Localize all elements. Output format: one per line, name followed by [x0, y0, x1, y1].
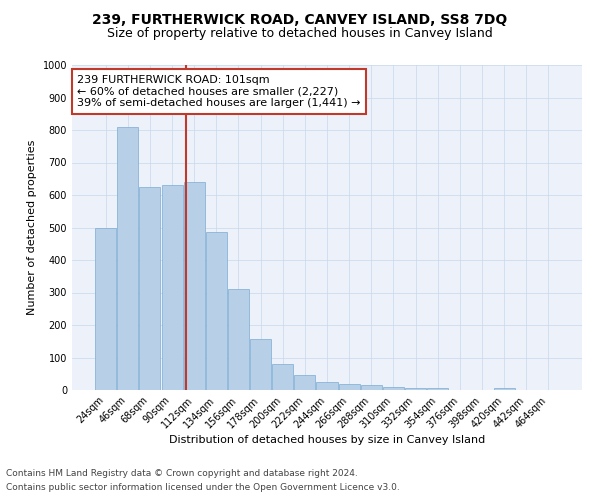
Bar — [383, 387, 404, 390]
Bar — [161, 185, 182, 390]
Text: 239, FURTHERWICK ROAD, CANVEY ISLAND, SS8 7DQ: 239, FURTHERWICK ROAD, CANVEY ISLAND, SS… — [92, 12, 508, 26]
Bar — [139, 187, 160, 390]
Bar — [228, 289, 249, 390]
Bar — [494, 388, 515, 390]
Bar — [427, 388, 448, 390]
Bar — [250, 338, 271, 390]
X-axis label: Distribution of detached houses by size in Canvey Island: Distribution of detached houses by size … — [169, 436, 485, 446]
Bar — [361, 385, 382, 390]
Bar — [316, 382, 338, 390]
Bar — [405, 388, 426, 390]
Bar — [95, 228, 116, 390]
Bar — [272, 364, 293, 390]
Text: Contains public sector information licensed under the Open Government Licence v3: Contains public sector information licen… — [6, 484, 400, 492]
Text: Size of property relative to detached houses in Canvey Island: Size of property relative to detached ho… — [107, 28, 493, 40]
Bar — [338, 384, 359, 390]
Bar — [184, 182, 205, 390]
Bar — [295, 376, 316, 390]
Y-axis label: Number of detached properties: Number of detached properties — [27, 140, 37, 315]
Text: Contains HM Land Registry data © Crown copyright and database right 2024.: Contains HM Land Registry data © Crown c… — [6, 468, 358, 477]
Text: 239 FURTHERWICK ROAD: 101sqm
← 60% of detached houses are smaller (2,227)
39% of: 239 FURTHERWICK ROAD: 101sqm ← 60% of de… — [77, 74, 361, 108]
Bar — [206, 232, 227, 390]
Bar — [118, 126, 139, 390]
